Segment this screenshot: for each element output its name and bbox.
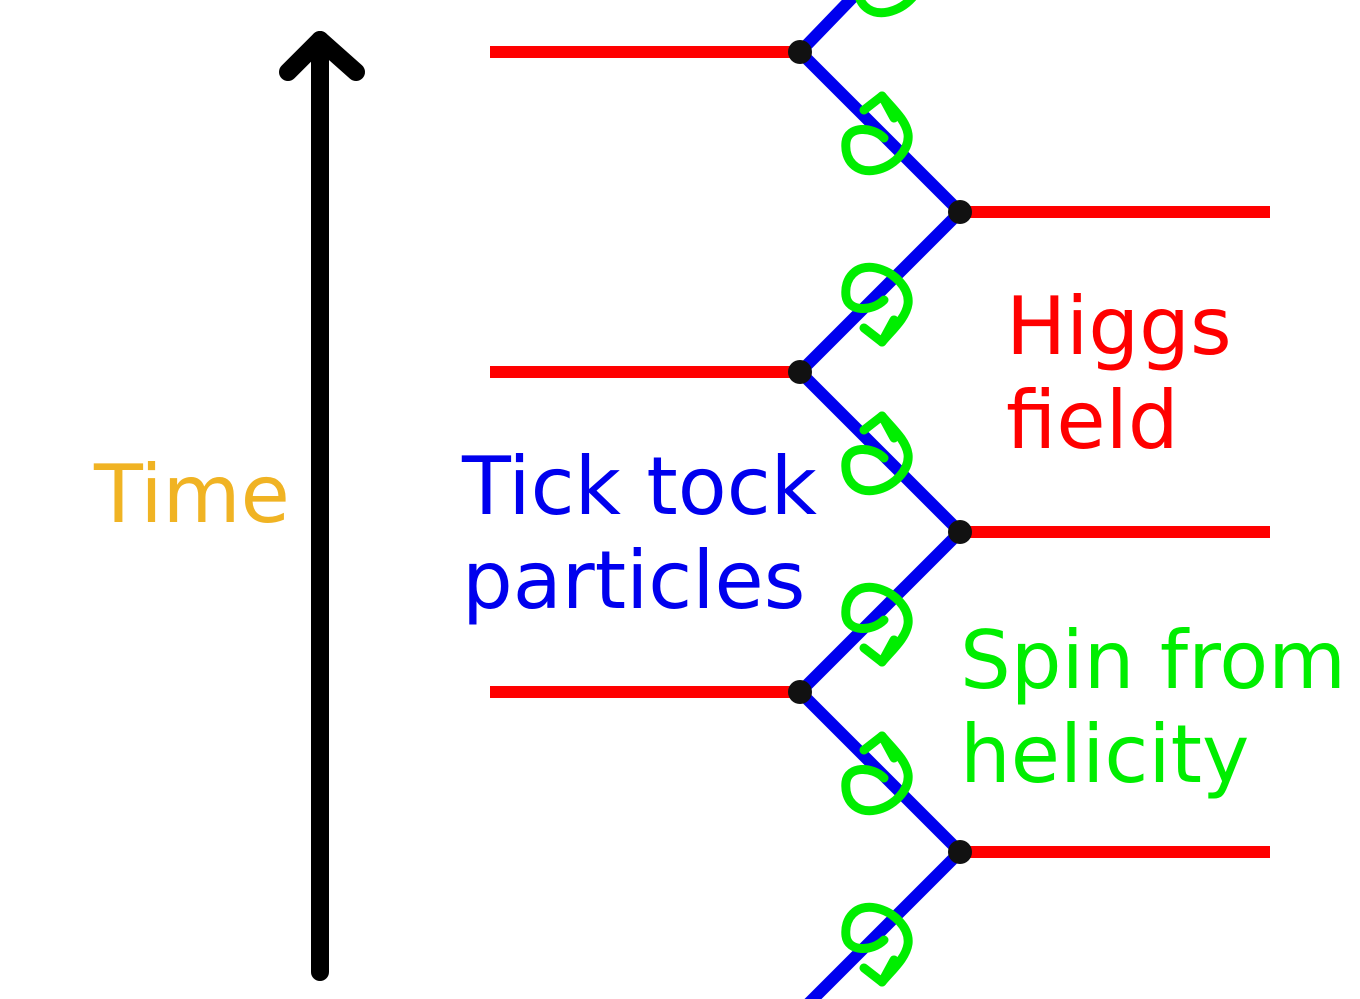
tick-tock-particles-label: Tick tock particles <box>462 440 817 628</box>
spin-label-line1: Spin from <box>960 614 1347 707</box>
spin-swirl-icon <box>846 267 908 342</box>
time-label-text: Time <box>94 448 290 541</box>
time-label: Time <box>94 448 290 542</box>
spin-label-line2: helicity <box>960 708 1250 801</box>
vertex-dot <box>948 200 972 224</box>
spin-swirl-icon <box>846 587 908 662</box>
higgs-field-lines-right <box>960 206 1270 858</box>
tick-tock-particle-path <box>791 0 969 999</box>
vertex-dot <box>788 40 812 64</box>
spin-swirl-icon <box>846 907 908 982</box>
time-arrow <box>279 31 365 981</box>
vertex-dot <box>948 520 972 544</box>
vertex-dot <box>788 680 812 704</box>
interaction-vertices <box>788 40 972 864</box>
particles-label-line2: particles <box>462 534 806 627</box>
higgs-field-label: Higgs field <box>1006 280 1232 468</box>
vertex-dot <box>788 360 812 384</box>
higgs-label-line2: field <box>1006 374 1179 467</box>
particles-label-line1: Tick tock <box>462 440 817 533</box>
spin-from-helicity-label: Spin from helicity <box>960 614 1346 802</box>
higgs-field-lines-left <box>490 46 800 698</box>
spin-helicity-swirls <box>846 0 920 982</box>
vertex-dot <box>948 840 972 864</box>
higgs-label-line1: Higgs <box>1006 280 1232 373</box>
spin-swirl-icon <box>858 0 920 13</box>
